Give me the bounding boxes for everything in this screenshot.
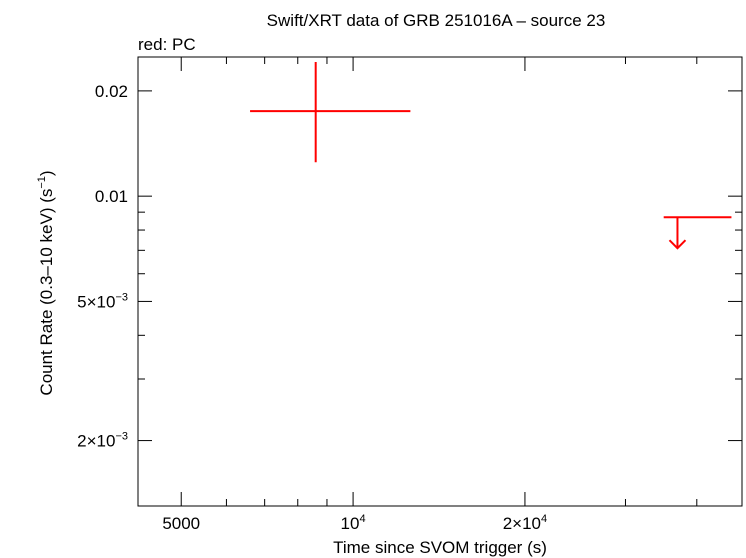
chart-title: Swift/XRT data of GRB 251016A – source 2…: [267, 11, 606, 30]
y-tick-labels: 0.020.015×10−32×10−3: [77, 82, 128, 451]
plot-frame: [137, 56, 743, 507]
y-tick-label-sup: −3: [115, 431, 128, 443]
x-tick-label-base: 5000: [162, 514, 200, 533]
x-tick-labels: 5000 104 2×104: [162, 513, 547, 533]
upper-limit-arrowhead: [668, 239, 687, 250]
y-axis-label-main: Count Rate (0.3–10 keV) (s: [37, 189, 56, 396]
x-axis-label: Time since SVOM trigger (s): [333, 538, 547, 557]
y-tick-label: 5×10−3: [77, 291, 128, 311]
x-tick-label: 5000: [162, 514, 200, 533]
y-tick-label-base: 5×10: [77, 292, 115, 311]
x-tick-label-sup: 4: [359, 513, 365, 525]
y-tick-label-base: 2×10: [77, 432, 115, 451]
x-tick-label-sup: 4: [541, 513, 547, 525]
y-tick-label-base: 0.02: [95, 82, 128, 101]
y-tick-label-base: 0.01: [95, 187, 128, 206]
chart-subtitle: red: PC: [138, 35, 196, 54]
x-tick-label: 104: [341, 513, 366, 533]
y-tick-label: 0.02: [95, 82, 128, 101]
data-marks: [250, 61, 732, 250]
y-tick-label: 0.01: [95, 187, 128, 206]
x-tick-label: 2×104: [503, 513, 547, 533]
x-tick-label-base: 10: [341, 514, 360, 533]
y-tick-label-sup: −3: [115, 291, 128, 303]
y-axis-label-sup: −1: [36, 176, 48, 189]
y-tick-label: 2×10−3: [77, 431, 128, 451]
y-axis-label-tail: ): [37, 170, 56, 176]
y-axis-label: Count Rate (0.3–10 keV) (s−1): [36, 170, 56, 395]
y-axis-ticks: [138, 90, 742, 442]
x-axis-ticks: [180, 57, 698, 506]
x-tick-label-base: 2×10: [503, 514, 541, 533]
